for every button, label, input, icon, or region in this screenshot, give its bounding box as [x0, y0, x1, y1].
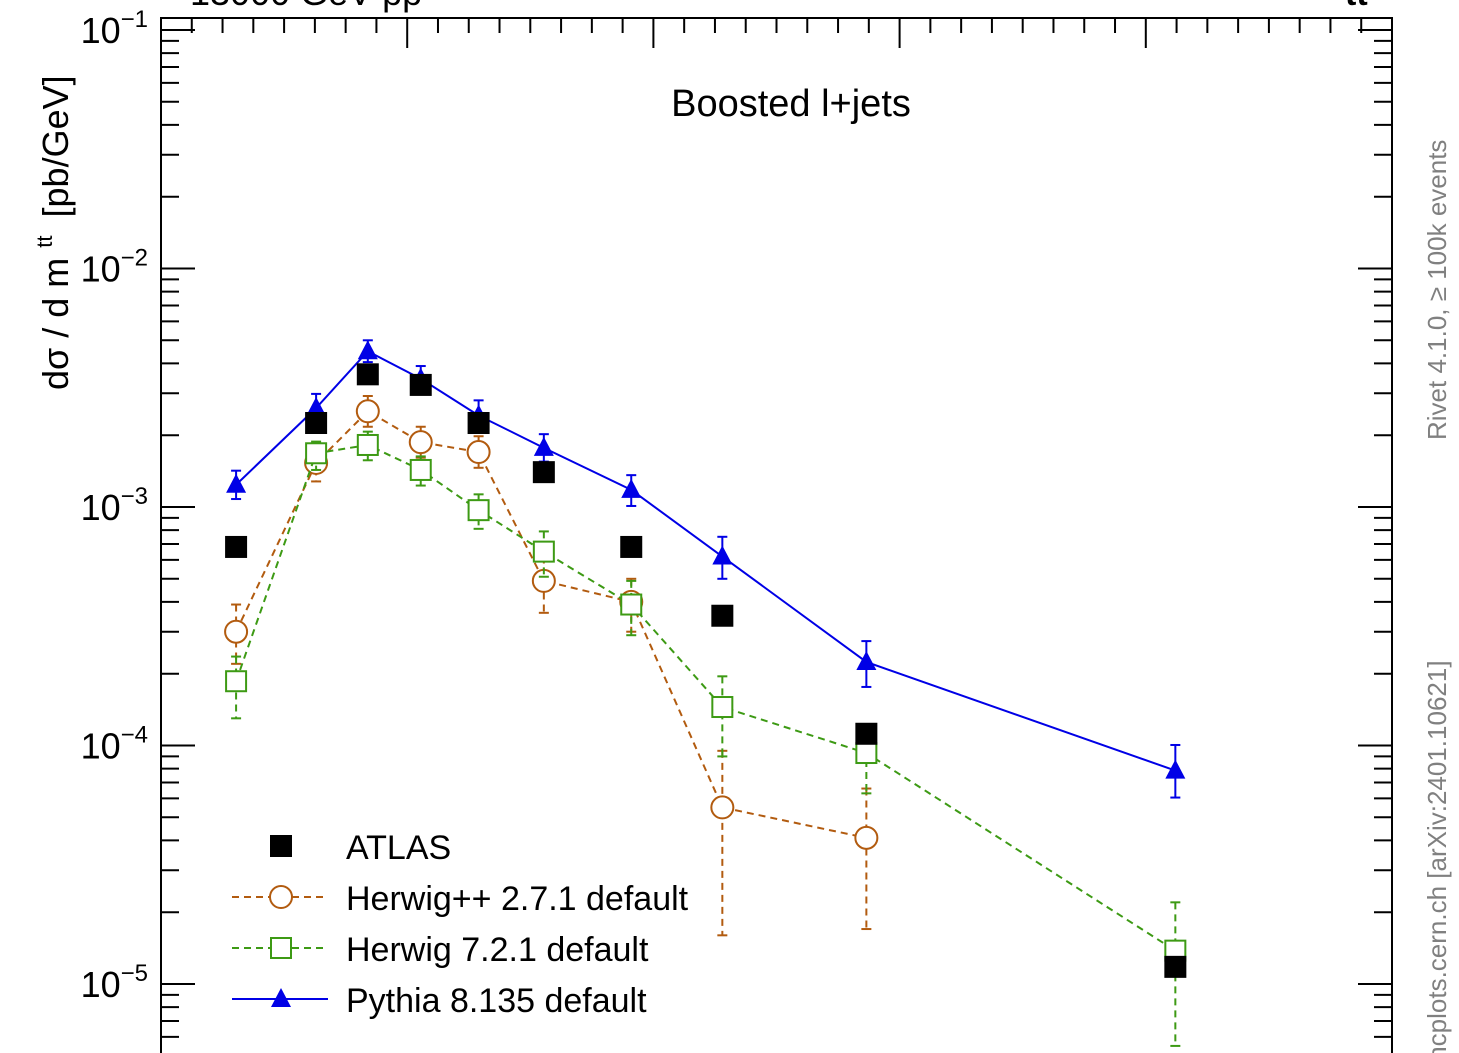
data-point [533, 436, 554, 456]
data-point [466, 440, 491, 465]
data-point [226, 473, 247, 493]
data-point [225, 670, 248, 693]
x-axis-ticks [160, 18, 1393, 48]
data-point [305, 442, 328, 465]
data-point [1165, 759, 1186, 779]
data-point [224, 619, 249, 644]
series-atlas [225, 363, 1187, 978]
series-layer [224, 339, 1187, 1047]
legend-label: Pythia 8.135 default [346, 982, 647, 1020]
y-axis-label: dσ / d m tt [pb/GeV] [19, 75, 76, 390]
y-axis-ticks [161, 29, 1392, 1038]
data-point [1164, 955, 1187, 978]
y-tick-label-base: 10 [81, 10, 121, 51]
series-line [235, 349, 1176, 772]
data-point [854, 825, 879, 850]
y-tick-label-exp: −5 [121, 960, 148, 987]
y-tick-label-exp: −3 [121, 483, 148, 510]
data-point [355, 399, 380, 424]
data-point [712, 545, 733, 565]
data-point [532, 540, 555, 563]
legend-label: Herwig 7.2.1 default [346, 931, 649, 969]
y-axis-tick-labels: 10−110−210−310−410−5 [81, 6, 148, 1005]
y-tick-label-base: 10 [81, 487, 121, 528]
chart-title: Boosted l+jets [671, 83, 911, 125]
legend-marker [271, 988, 291, 1007]
header-left-label: 13000 GeV pp [190, 0, 422, 13]
data-point [225, 535, 248, 558]
data-point [305, 412, 328, 435]
header-right-label: tt [1345, 0, 1368, 13]
data-point [620, 593, 643, 616]
legend-marker [270, 937, 292, 959]
y-tick-label-4: 10−5 [81, 960, 148, 1005]
y-tick-label-base: 10 [81, 964, 121, 1005]
data-point [467, 499, 490, 522]
legend-label: ATLAS [346, 829, 451, 867]
legend-item-3: Pythia 8.135 default [232, 982, 647, 1020]
data-point [532, 461, 555, 484]
y-tick-label-exp: −1 [121, 6, 148, 33]
y-tick-label-base: 10 [81, 726, 121, 767]
legend-item-1: Herwig++ 2.7.1 default [232, 880, 689, 918]
data-point [409, 458, 432, 481]
legend-marker [270, 835, 292, 857]
series-line [235, 443, 1176, 952]
legend: ATLAS Herwig++ 2.7.1 default Herwig 7.2.1 … [232, 829, 689, 1020]
data-point [357, 340, 378, 360]
data-point [711, 696, 734, 719]
data-point [711, 604, 734, 627]
data-point [620, 535, 643, 558]
y-axis-label-sup: tt [32, 235, 57, 247]
series-pythia-8-135-default [226, 339, 1186, 799]
y-tick-label-2: 10−3 [81, 483, 148, 528]
y-tick-label-0: 10−1 [81, 6, 148, 51]
legend-label: Herwig++ 2.7.1 default [346, 880, 689, 918]
y-axis-label-unit: [pb/GeV] [35, 75, 76, 217]
data-point [306, 397, 327, 417]
legend-marker [269, 885, 293, 909]
data-point [621, 478, 642, 498]
rivet-version-text: Rivet 4.1.0, ≥ 100k events [1422, 140, 1452, 440]
data-point [409, 373, 432, 396]
data-point [408, 430, 433, 455]
data-point [467, 412, 490, 435]
data-point [356, 433, 379, 456]
series-herwig-2-7-1-default [224, 395, 879, 937]
y-tick-label-base: 10 [81, 249, 121, 290]
y-tick-label-exp: −2 [121, 245, 148, 272]
data-point [856, 650, 877, 670]
data-point [356, 363, 379, 386]
svg-text:dσ / d m tt [pb/Ge: dσ / d m tt [pb/GeV] [19, 75, 76, 390]
source-text: mcplots.cern.ch [arXiv:2401.10621] [1422, 660, 1452, 1053]
y-tick-label-exp: −4 [121, 722, 148, 749]
series-herwig-7-2-1-default [225, 430, 1187, 1047]
data-point [710, 795, 735, 820]
legend-item-2: Herwig 7.2.1 default [232, 931, 649, 969]
data-point [855, 742, 878, 765]
y-tick-label-3: 10−4 [81, 722, 148, 767]
data-point [855, 722, 878, 745]
y-axis-label-main: dσ / d m [35, 258, 76, 390]
y-tick-label-1: 10−2 [81, 245, 148, 290]
legend-item-0: ATLAS [270, 829, 451, 867]
